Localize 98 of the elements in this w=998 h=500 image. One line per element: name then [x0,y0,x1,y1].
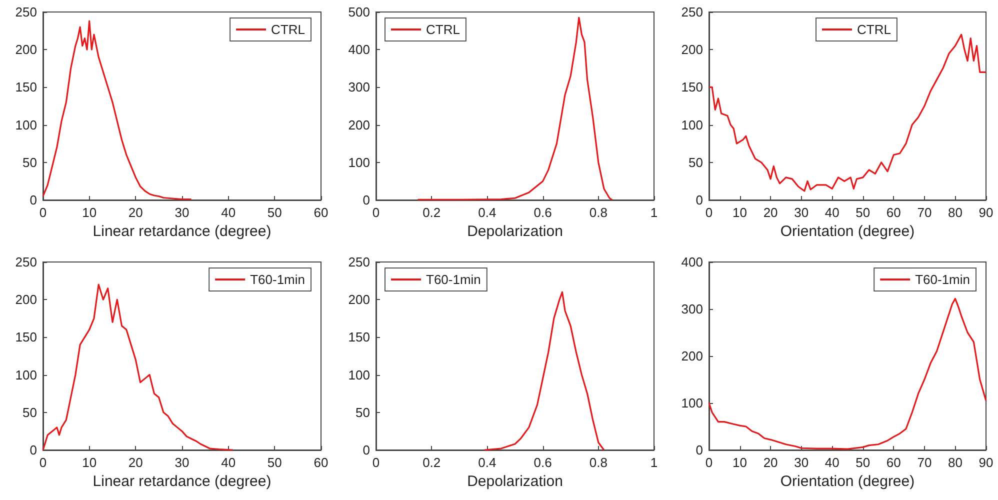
x-tick-label: 1 [650,455,658,470]
y-tick-label: 400 [348,42,370,58]
y-tick-label: 200 [681,348,703,364]
x-tick-label: 60 [886,205,901,220]
x-tick-label: 40 [221,205,236,220]
x-tick-label: 0.2 [422,455,441,470]
y-tick-label: 150 [15,80,37,95]
y-tick-label: 250 [15,254,37,270]
y-tick-label: 100 [681,396,703,410]
x-tick-label: 90 [978,205,994,220]
x-axis-title: Depolarization [467,473,563,490]
x-tick-label: 20 [763,455,778,470]
x-tick-label: 10 [82,205,97,220]
x-tick-label: 10 [732,205,748,220]
y-tick-label: 100 [15,117,37,132]
x-tick-label: 80 [948,455,962,470]
x-tick-label: 60 [314,455,328,470]
y-tick-label: 250 [681,4,703,20]
legend-label: T60-1min [250,272,306,287]
x-tick-label: 0.2 [422,205,441,220]
y-tick-label: 500 [348,4,370,20]
x-tick-label: 0 [39,205,47,220]
legend-label: CTRL [857,22,891,37]
line-series [416,16,614,201]
x-tick-label: 20 [128,455,143,470]
x-axis-title: Orientation (degree) [780,473,915,490]
y-tick-label: 250 [348,254,370,270]
y-tick-label: 50 [688,154,703,170]
y-tick-label: 400 [681,254,703,270]
legend-label: T60-1min [915,272,970,287]
x-tick-label: 0.4 [478,455,496,470]
x-tick-label: 90 [978,455,994,470]
x-tick-label: 60 [886,455,901,470]
y-tick-label: 200 [348,292,370,308]
x-tick-label: 10 [82,455,97,470]
x-tick-label: 70 [917,205,932,220]
y-tick-label: 200 [681,42,703,58]
x-tick-label: 50 [267,455,282,470]
x-tick-label: 0.4 [478,205,496,220]
y-tick-label: 250 [15,4,37,20]
x-tick-label: 40 [824,205,840,220]
y-tick-label: 0 [362,442,370,458]
y-tick-label: 150 [15,330,37,345]
y-tick-label: 100 [348,367,370,382]
legend-label: T60-1min [426,272,481,287]
y-tick-label: 300 [681,302,703,316]
y-tick-label: 150 [681,80,703,95]
x-tick-label: 30 [794,205,809,220]
y-tick-label: 50 [22,404,37,420]
x-axis-title: Linear retardance (degree) [92,473,272,490]
y-tick-label: 0 [362,192,370,208]
x-tick-label: 60 [314,205,328,220]
y-tick-label: 100 [15,367,37,382]
line-series [708,34,987,192]
x-tick-label: 1 [650,205,658,220]
y-tick-label: 0 [696,442,703,458]
x-tick-label: 0.8 [589,205,608,220]
x-tick-label: 0 [372,455,380,470]
y-tick-label: 0 [30,192,37,208]
line-series [42,284,234,451]
y-tick-label: 50 [356,404,370,420]
x-tick-label: 0 [372,205,380,220]
y-tick-label: 50 [22,154,37,170]
y-tick-label: 200 [15,292,37,308]
x-axis-title: Linear retardance (degree) [92,223,272,240]
y-tick-label: 0 [30,442,37,458]
x-axis-title: Orientation (degree) [780,223,915,240]
x-tick-label: 0 [705,455,713,470]
x-tick-label: 50 [267,205,282,220]
x-tick-label: 80 [948,205,962,220]
x-tick-label: 10 [732,455,748,470]
x-tick-label: 30 [794,455,809,470]
y-tick-label: 150 [348,330,370,345]
y-tick-label: 200 [15,42,37,58]
x-tick-label: 0.6 [534,455,552,470]
x-tick-label: 30 [174,455,190,470]
x-tick-label: 20 [763,205,778,220]
x-tick-label: 30 [174,205,190,220]
x-tick-label: 50 [856,455,870,470]
x-tick-label: 0 [705,205,713,220]
y-tick-label: 300 [348,80,370,95]
line-series [42,20,192,200]
x-tick-label: 50 [856,205,870,220]
x-tick-label: 40 [824,455,840,470]
x-tick-label: 20 [128,205,143,220]
x-tick-label: 0 [39,455,47,470]
x-tick-label: 70 [917,455,932,470]
y-tick-label: 0 [696,192,703,208]
y-tick-label: 200 [348,117,370,132]
x-tick-label: 0.6 [534,205,552,220]
legend-label: CTRL [271,22,306,37]
x-axis-title: Depolarization [467,223,563,240]
x-tick-label: 40 [221,455,236,470]
line-series [484,291,605,451]
y-tick-label: 100 [348,154,370,170]
x-tick-label: 0.8 [589,455,608,470]
y-tick-label: 100 [681,117,703,132]
legend-label: CTRL [426,22,460,37]
